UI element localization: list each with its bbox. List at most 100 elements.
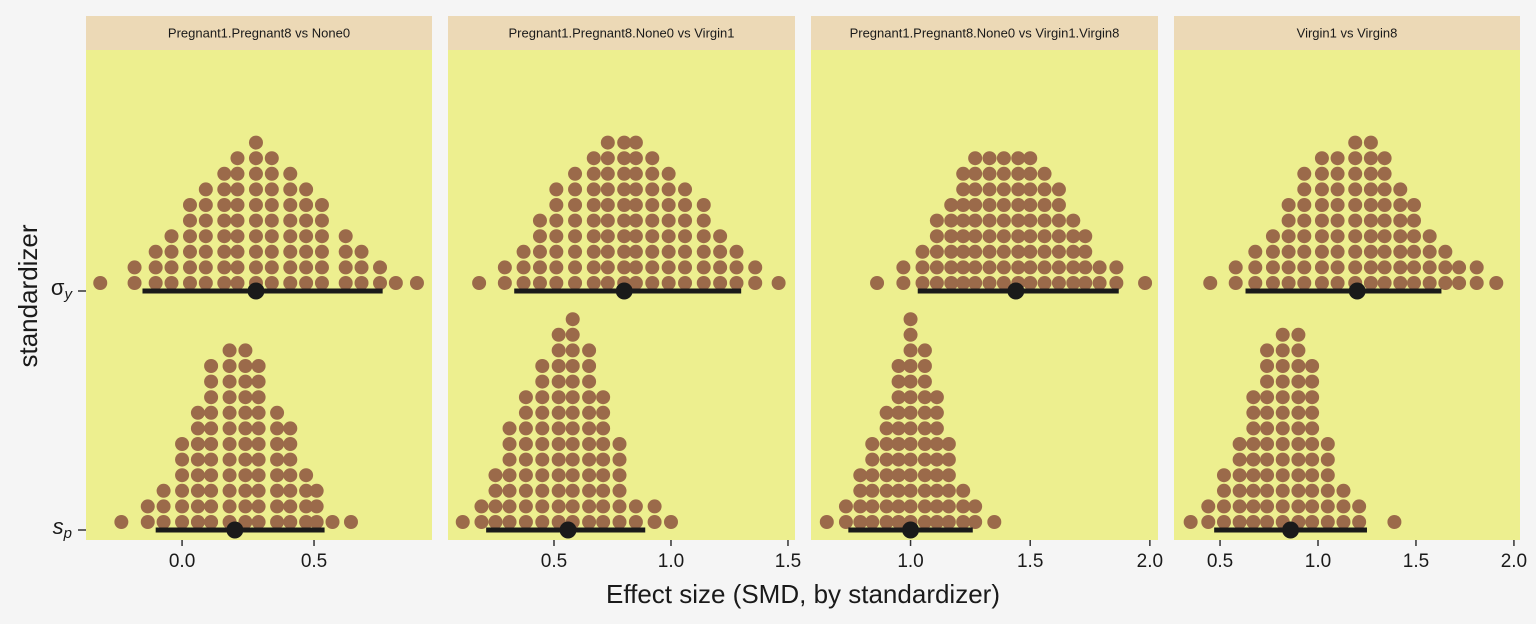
dot xyxy=(1422,229,1437,244)
dot xyxy=(518,499,533,514)
dot xyxy=(535,468,550,483)
dot xyxy=(582,359,597,373)
dot xyxy=(612,483,627,498)
dot xyxy=(1232,437,1247,451)
dot xyxy=(1066,213,1081,228)
dot xyxy=(1078,229,1093,244)
panel-title: Pregnant1.Pregnant8.None0 vs Virgin1.Vir… xyxy=(850,25,1120,40)
dot xyxy=(1216,515,1231,529)
dot xyxy=(565,359,580,373)
dot xyxy=(568,213,583,228)
dot xyxy=(729,260,744,275)
dot xyxy=(354,244,369,259)
dot xyxy=(661,198,676,212)
dot xyxy=(944,244,959,259)
estimate xyxy=(559,521,577,539)
dot xyxy=(1011,244,1026,259)
dot xyxy=(612,499,627,514)
dot xyxy=(929,276,944,290)
dot xyxy=(373,276,388,290)
dot xyxy=(903,374,918,389)
dot xyxy=(596,499,611,514)
dot xyxy=(956,182,971,197)
dot xyxy=(617,166,632,181)
dot xyxy=(1352,499,1367,514)
dot xyxy=(956,260,971,275)
dot xyxy=(600,151,615,166)
dot xyxy=(612,468,627,483)
dot xyxy=(1377,276,1392,290)
dot xyxy=(1201,515,1216,529)
dot xyxy=(617,182,632,197)
dot xyxy=(1330,229,1345,244)
dot xyxy=(299,260,314,275)
dot xyxy=(982,182,997,197)
estimate xyxy=(1348,282,1366,300)
dot xyxy=(1023,244,1038,259)
dot xyxy=(1246,515,1261,529)
dot xyxy=(917,483,932,498)
dot xyxy=(127,276,142,290)
dot xyxy=(1291,343,1306,358)
dot xyxy=(982,229,997,244)
dot xyxy=(903,390,918,405)
dot xyxy=(600,198,615,212)
dot xyxy=(1291,359,1306,373)
dot xyxy=(1011,213,1026,228)
dot xyxy=(582,421,597,436)
dot xyxy=(248,260,263,275)
dot xyxy=(968,213,983,228)
dot xyxy=(217,166,232,181)
dot xyxy=(713,276,728,290)
dot xyxy=(568,244,583,259)
dot xyxy=(532,213,547,228)
y-axis-title: standardizer xyxy=(13,224,43,367)
dot xyxy=(645,198,660,212)
dot xyxy=(929,260,944,275)
dot xyxy=(283,515,298,529)
dot xyxy=(1066,244,1081,259)
dot xyxy=(283,276,298,290)
dot xyxy=(516,244,531,259)
dot xyxy=(283,213,298,228)
dot xyxy=(929,452,944,467)
dot xyxy=(204,405,219,420)
dot xyxy=(645,213,660,228)
dot xyxy=(502,421,517,436)
dot xyxy=(283,468,298,483)
dot xyxy=(283,198,298,212)
dot xyxy=(1023,276,1038,290)
dot xyxy=(1336,499,1351,514)
dot xyxy=(647,515,662,529)
dot xyxy=(1265,260,1280,275)
dot xyxy=(516,276,531,290)
dot xyxy=(1228,260,1243,275)
dot xyxy=(190,483,205,498)
estimate xyxy=(902,521,920,539)
dot xyxy=(1275,452,1290,467)
dot xyxy=(251,499,266,514)
dot xyxy=(222,483,237,498)
dot xyxy=(968,166,983,181)
dot xyxy=(586,213,601,228)
dot xyxy=(230,229,245,244)
dot xyxy=(596,437,611,451)
dot xyxy=(929,499,944,514)
dot xyxy=(661,276,676,290)
dot xyxy=(879,499,894,514)
dot xyxy=(612,437,627,451)
dot xyxy=(251,468,266,483)
dot xyxy=(204,452,219,467)
dot xyxy=(929,483,944,498)
dot xyxy=(251,405,266,420)
dot xyxy=(1109,260,1124,275)
dot xyxy=(1320,483,1335,498)
dot xyxy=(661,244,676,259)
dot xyxy=(600,244,615,259)
dot xyxy=(314,213,329,228)
dot xyxy=(929,390,944,405)
strip xyxy=(1174,16,1520,50)
dot xyxy=(596,390,611,405)
dot xyxy=(551,483,566,498)
